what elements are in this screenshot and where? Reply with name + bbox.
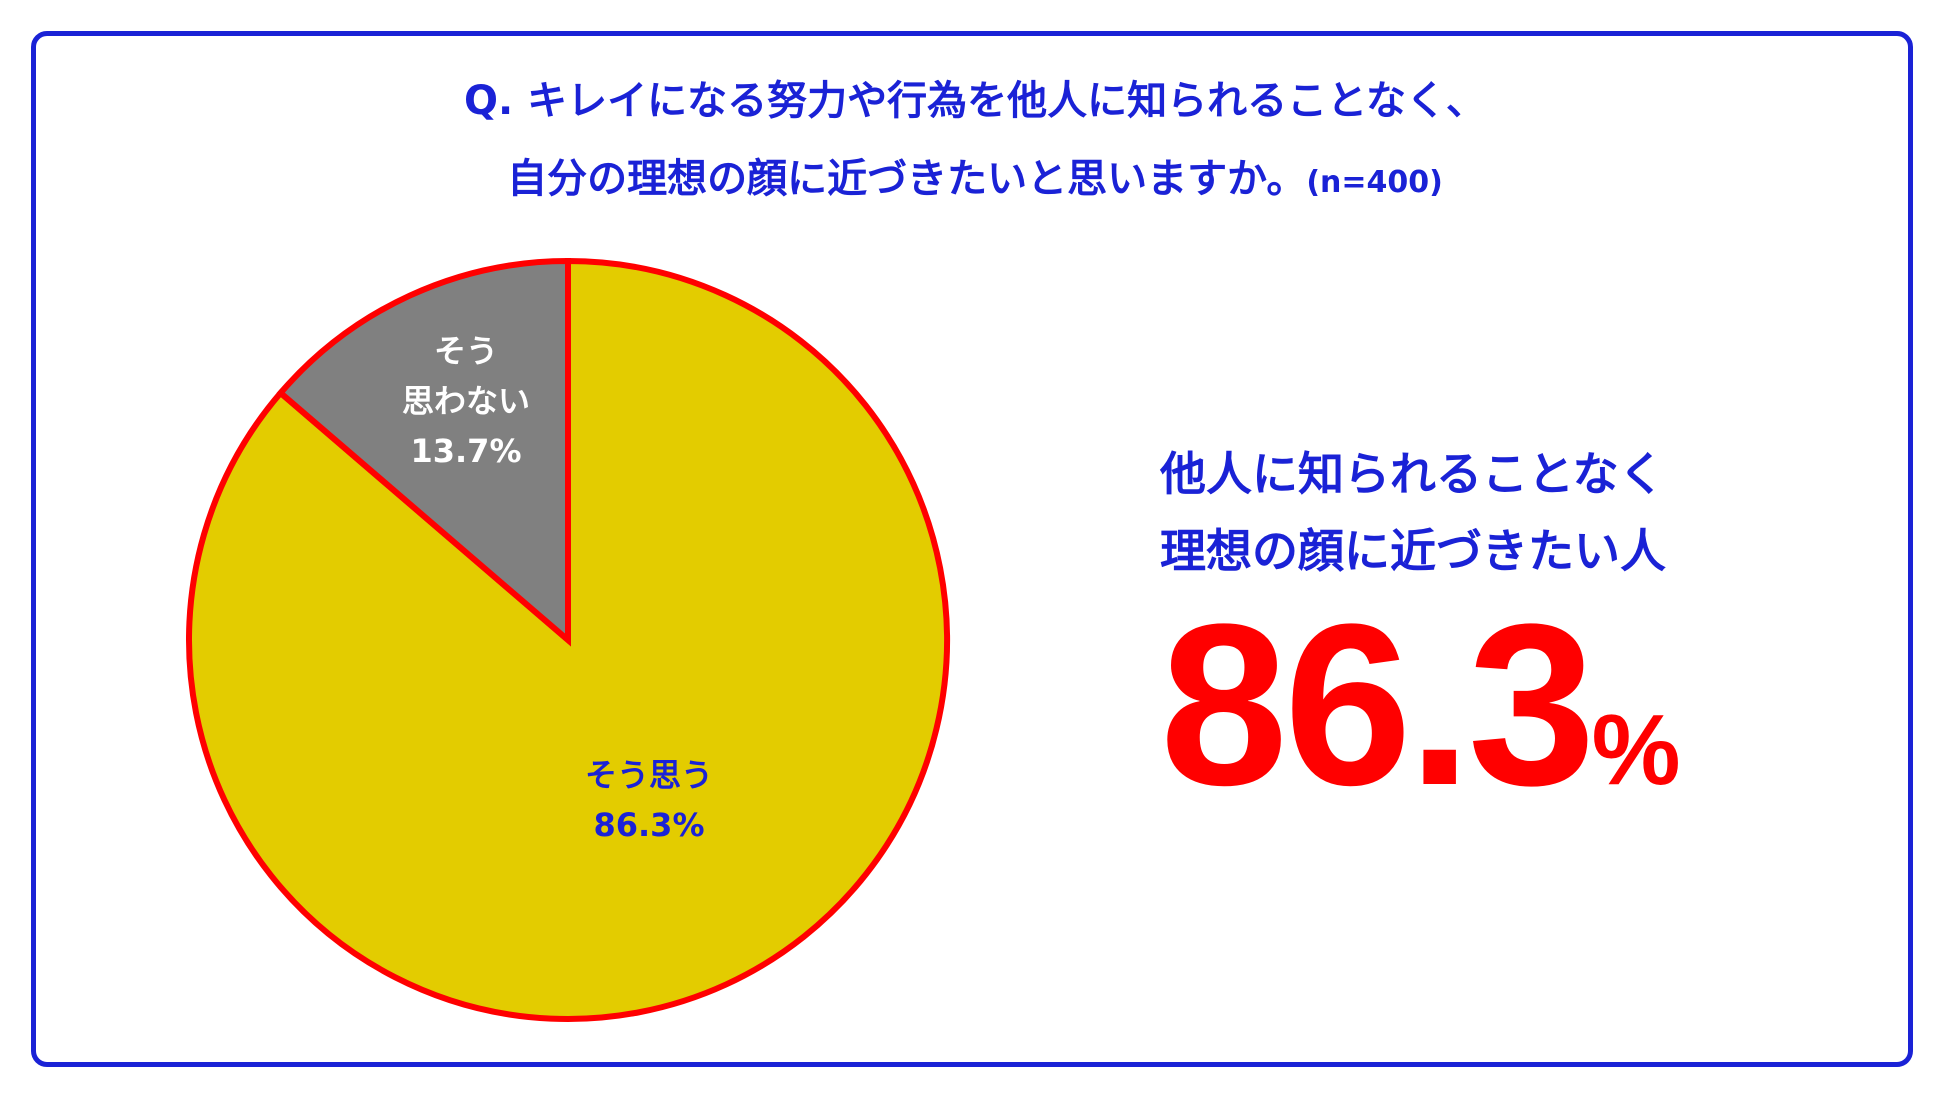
chart-frame (31, 31, 1913, 1067)
slice-label-yes: そう思う 86.3% (585, 750, 713, 850)
slice-label-no-line2: 思わない (401, 382, 531, 420)
chart-title-line1: Q. キレイになる努力や行為を他人に知られることなく、 (464, 78, 1486, 124)
highlight-number: 86.3 (1160, 576, 1596, 833)
highlight-unit: % (1591, 694, 1681, 806)
slice-label-no-line1: そう (433, 332, 499, 370)
slice-value-yes: 86.3% (593, 806, 705, 844)
sample-size: (n=400) (1306, 165, 1443, 200)
slice-label-no: そう 思わない 13.7% (402, 326, 530, 476)
highlight-value: 86.3% (1160, 590, 1681, 820)
pie-slice-1 (276, 257, 571, 647)
slice-value-no: 13.7% (410, 432, 522, 470)
slice-label-yes-line1: そう思う (584, 756, 714, 794)
title-question: 自分の理想の顔に近づきたいと思いますか。 (507, 156, 1307, 202)
chart-title-line2: 自分の理想の顔に近づきたいと思いますか。(n=400) (0, 146, 1950, 204)
highlight-line2: 理想の顔に近づきたい人 (1160, 524, 1666, 578)
highlight-line1: 他人に知られることなく (1160, 447, 1665, 501)
